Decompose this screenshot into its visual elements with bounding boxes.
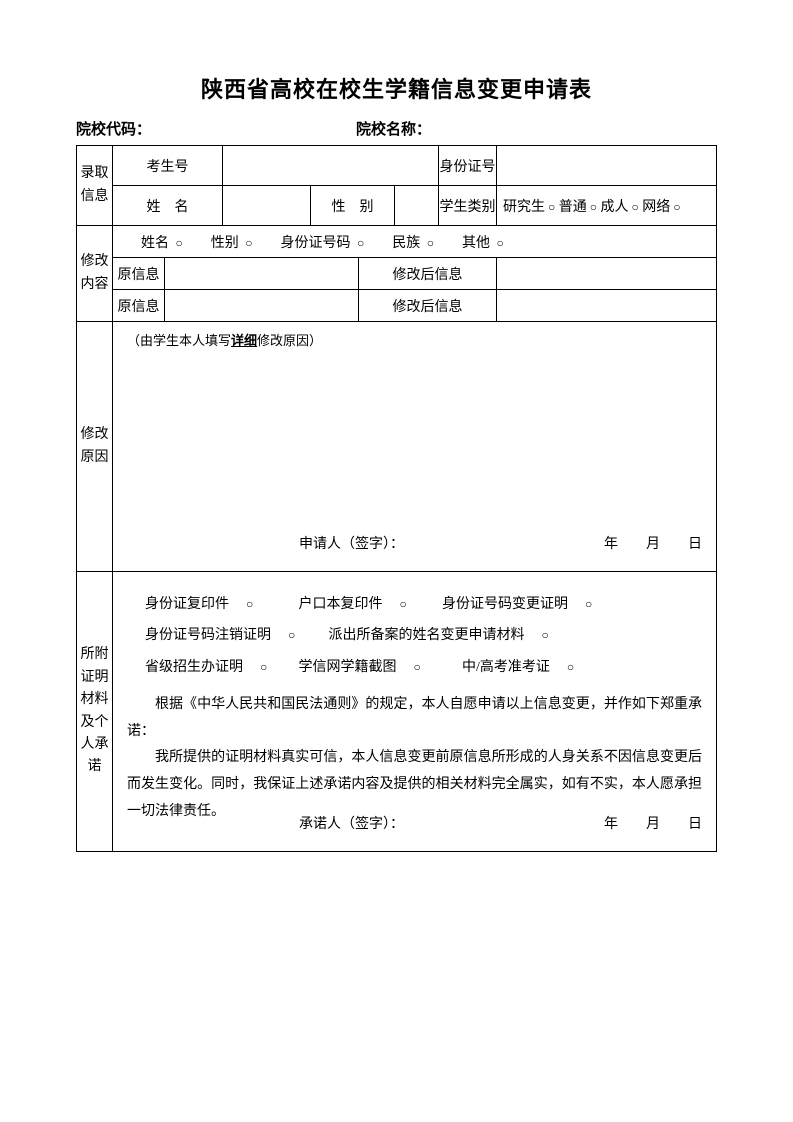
modify-options-row[interactable]: 姓名 ○ 性别 ○ 身份证号码 ○ 民族 ○ 其他 ○ <box>113 226 717 258</box>
after-field-2[interactable] <box>497 290 717 322</box>
circle-icon: ○ <box>176 236 183 251</box>
name-label: 姓 名 <box>113 186 223 226</box>
circle-icon: ○ <box>414 655 421 680</box>
opt-other: 其他 ○ <box>462 232 504 252</box>
opt-adult: 成人 <box>601 200 629 215</box>
orig-field-1[interactable] <box>165 258 359 290</box>
promiser-signature-line: 承诺人（签字）：年 月 日 <box>127 813 702 833</box>
circle-icon: ○ <box>590 200 597 215</box>
reason-section-label: 修改原因 <box>77 322 113 572</box>
reason-cell[interactable]: （由学生本人填写详细修改原因） 申请人（签字）：年 月 日 <box>113 322 717 572</box>
circle-icon: ○ <box>567 655 574 680</box>
header-row: 院校代码： 院校名称： <box>76 118 717 139</box>
id-no-label: 身份证号 <box>439 146 497 186</box>
examinee-no-label: 考生号 <box>113 146 223 186</box>
orig-label-1: 原信息 <box>113 258 165 290</box>
circle-icon: ○ <box>673 200 680 215</box>
attach-cell[interactable]: 身份证复印件 ○ 户口本复印件 ○ 身份证号码变更证明 ○ 身份证号码注销证明 … <box>113 572 717 852</box>
circle-icon: ○ <box>288 623 295 648</box>
circle-icon: ○ <box>246 592 253 617</box>
opt-grad: 研究生 <box>503 200 545 215</box>
circle-icon: ○ <box>542 623 549 648</box>
stu-type-options[interactable]: 研究生○ 普通○ 成人○ 网络○ <box>497 186 717 226</box>
school-name-label: 院校名称： <box>356 118 717 139</box>
opt-ethnic: 民族 ○ <box>392 232 434 252</box>
applicant-signature-line: 申请人（签字）：年 月 日 <box>127 533 702 553</box>
circle-icon: ○ <box>260 655 267 680</box>
form-table: 录取信息 考生号 身份证号 姓 名 性 别 学生类别 研究生○ 普通○ 成人○ … <box>76 145 717 852</box>
opt-ord: 普通 <box>559 200 587 215</box>
attach-section-label: 所附证明材料及个人承诺 <box>77 572 113 852</box>
after-field-1[interactable] <box>497 258 717 290</box>
opt-net: 网络 <box>642 200 670 215</box>
gender-field[interactable] <box>395 186 439 226</box>
attach-options: 身份证复印件 ○ 户口本复印件 ○ 身份证号码变更证明 ○ 身份证号码注销证明 … <box>127 590 702 682</box>
admission-section-label: 录取信息 <box>77 146 113 226</box>
circle-icon: ○ <box>245 236 252 251</box>
circle-icon: ○ <box>585 592 592 617</box>
circle-icon: ○ <box>548 200 555 215</box>
circle-icon: ○ <box>632 200 639 215</box>
page-title: 陕西省高校在校生学籍信息变更申请表 <box>76 72 717 104</box>
modify-section-label: 修改内容 <box>77 226 113 322</box>
circle-icon: ○ <box>497 236 504 251</box>
name-field[interactable] <box>223 186 311 226</box>
orig-field-2[interactable] <box>165 290 359 322</box>
circle-icon: ○ <box>427 236 434 251</box>
circle-icon: ○ <box>357 236 364 251</box>
opt-gender: 性别 ○ <box>211 232 253 252</box>
circle-icon: ○ <box>400 592 407 617</box>
examinee-no-field[interactable] <box>223 146 439 186</box>
opt-id: 身份证号码 ○ <box>281 232 365 252</box>
gender-label: 性 别 <box>311 186 395 226</box>
stu-type-label: 学生类别 <box>439 186 497 226</box>
orig-label-2: 原信息 <box>113 290 165 322</box>
reason-prompt: （由学生本人填写详细修改原因） <box>127 333 322 348</box>
after-label-1: 修改后信息 <box>359 258 497 290</box>
opt-name: 姓名 ○ <box>141 232 183 252</box>
declaration-text: 根据《中华人民共和国民法通则》的规定，本人自愿申请以上信息变更，并作如下郑重承诺… <box>127 692 702 825</box>
after-label-2: 修改后信息 <box>359 290 497 322</box>
id-no-field[interactable] <box>497 146 717 186</box>
school-code-label: 院校代码： <box>76 118 356 139</box>
